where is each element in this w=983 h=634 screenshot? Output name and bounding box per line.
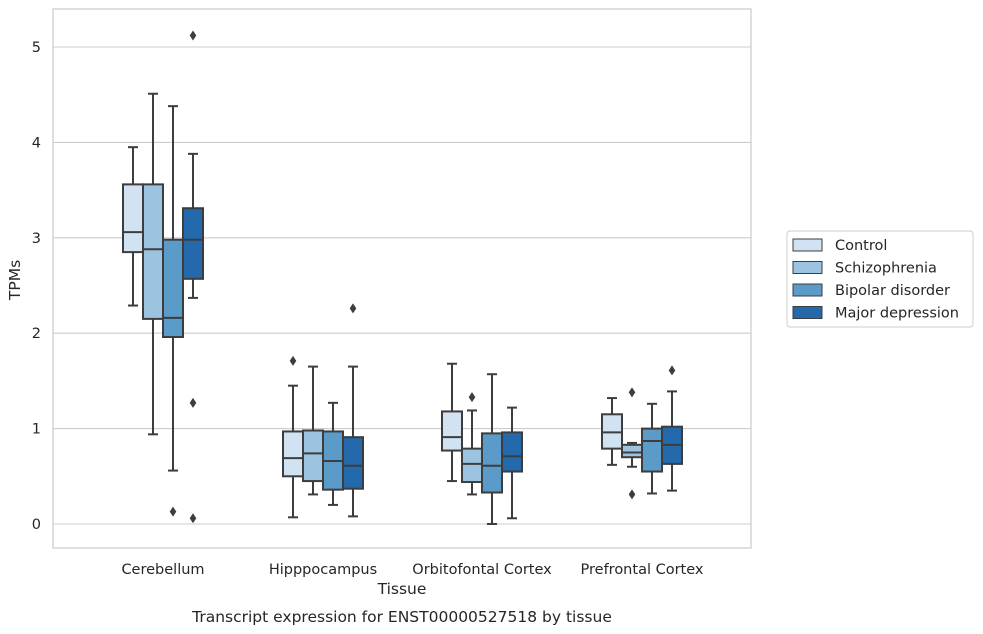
box-schizophrenia <box>142 92 164 436</box>
box-control <box>601 397 623 466</box>
legend-swatch <box>792 283 823 297</box>
outlier-point <box>189 30 197 41</box>
box-iqr <box>481 432 503 494</box>
plot-frame <box>52 8 752 549</box>
outlier-point <box>169 506 177 517</box>
box-iqr <box>441 410 463 452</box>
legend-swatch <box>792 238 823 252</box>
y-axis-label: TPMs <box>6 260 24 301</box>
legend-label: Major depression <box>835 306 959 322</box>
box-iqr <box>122 183 144 254</box>
y-tick-label: 1 <box>32 422 41 438</box>
y-tick-label: 2 <box>32 326 41 342</box>
outlier-point <box>468 392 476 403</box>
y-tick-label: 5 <box>32 40 41 56</box>
outlier-point <box>189 513 197 524</box>
outlier-point <box>349 303 357 314</box>
box-bipolar-disorder <box>162 105 184 517</box>
box-control <box>122 146 144 307</box>
box-major-depression <box>182 30 204 524</box>
outlier-point <box>189 397 197 408</box>
box-iqr <box>282 430 304 478</box>
x-axis-label: Tissue <box>377 580 427 598</box>
box-iqr <box>182 207 204 280</box>
box-iqr <box>621 443 643 459</box>
box-major-depression <box>661 365 683 492</box>
outlier-point <box>628 387 636 398</box>
x-tick-label: Hipppocampus <box>269 562 377 578</box>
box-major-depression <box>342 303 364 518</box>
box-iqr <box>461 447 483 484</box>
box-iqr <box>501 431 523 473</box>
x-tick-label: Prefrontal Cortex <box>581 562 704 578</box>
box-iqr <box>162 238 184 339</box>
outlier-point <box>628 489 636 500</box>
x-tick-labels: Cerebellum Hipppocampus Orbitofontal Corte… <box>121 562 703 578</box>
plot-area <box>122 30 683 525</box>
x-tick-label: Cerebellum <box>121 562 204 578</box>
outlier-point <box>668 365 676 376</box>
legend-label: Control <box>835 238 887 254</box>
box-control <box>441 362 463 483</box>
legend-label: Bipolar disorder <box>835 283 950 299</box>
box-major-depression <box>501 406 523 520</box>
x-tick-label: Orbitofontal Cortex <box>412 562 552 578</box>
y-tick-label: 0 <box>32 517 41 533</box>
box-iqr <box>302 429 324 483</box>
box-iqr <box>142 183 164 320</box>
box-iqr <box>342 436 364 490</box>
legend-swatch <box>792 261 823 274</box>
legend: Control Schizophrenia Bipolar disorder Majo… <box>786 230 974 328</box>
legend-box <box>786 230 974 328</box>
box-iqr <box>641 427 663 473</box>
outlier-point <box>289 355 297 366</box>
legend-label: Schizophrenia <box>835 261 937 277</box>
y-tick-labels: 0 1 2 3 4 5 <box>32 40 41 533</box>
legend-swatch <box>792 306 823 319</box>
y-tick-label: 4 <box>32 135 41 151</box>
chart-caption: Transcript expression for ENST0000052751… <box>191 608 612 626</box>
y-tick-label: 3 <box>32 231 41 247</box>
